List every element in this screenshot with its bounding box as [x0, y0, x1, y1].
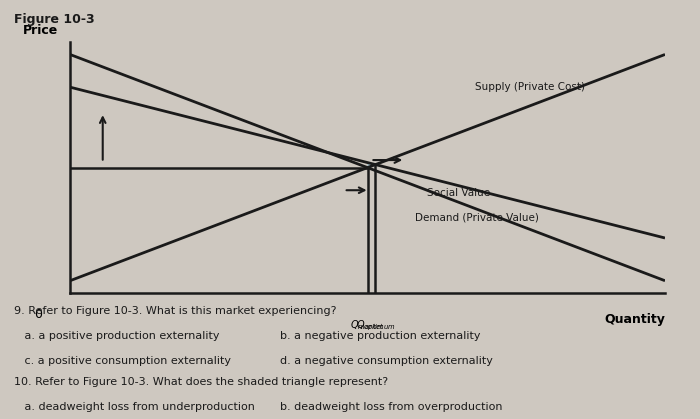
- Text: d. a negative consumption externality: d. a negative consumption externality: [280, 356, 493, 366]
- Text: a. deadweight loss from underproduction: a. deadweight loss from underproduction: [14, 402, 255, 412]
- Text: Social Value: Social Value: [427, 188, 490, 198]
- Text: $Q_{market}$: $Q_{market}$: [350, 318, 385, 332]
- Text: 9. Refer to Figure 10-3. What is this market experiencing?: 9. Refer to Figure 10-3. What is this ma…: [14, 306, 337, 316]
- Text: Price: Price: [22, 24, 57, 37]
- Text: a. a positive production externality: a. a positive production externality: [14, 331, 220, 341]
- Polygon shape: [368, 163, 375, 168]
- Text: Demand (Private Value): Demand (Private Value): [415, 213, 539, 223]
- Text: b. deadweight loss from overproduction: b. deadweight loss from overproduction: [280, 402, 503, 412]
- Text: 10. Refer to Figure 10-3. What does the shaded triangle represent?: 10. Refer to Figure 10-3. What does the …: [14, 377, 388, 387]
- Text: b. a negative production externality: b. a negative production externality: [280, 331, 480, 341]
- Text: Figure 10-3: Figure 10-3: [14, 13, 94, 26]
- Text: 0: 0: [34, 308, 42, 321]
- Text: Supply (Private Cost): Supply (Private Cost): [475, 82, 584, 92]
- Text: c. a positive consumption externality: c. a positive consumption externality: [14, 356, 231, 366]
- Text: Quantity: Quantity: [604, 313, 665, 326]
- Text: $Q_{optimum}$: $Q_{optimum}$: [356, 318, 396, 333]
